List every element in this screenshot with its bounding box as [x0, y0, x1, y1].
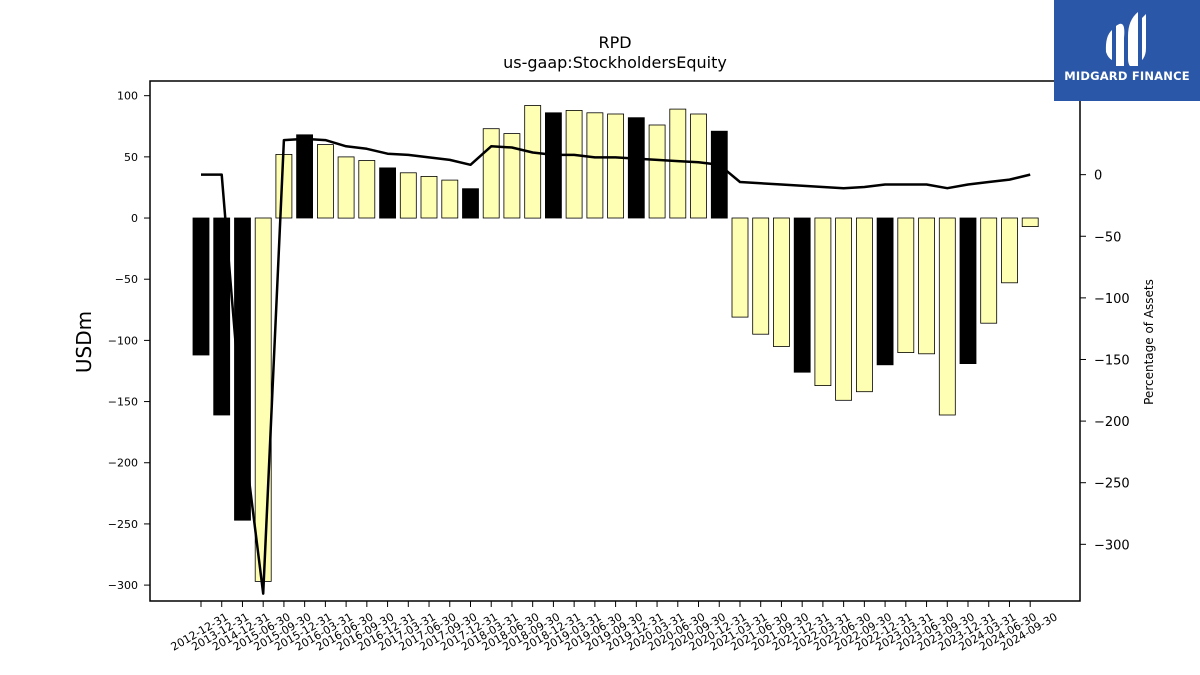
- bar: [1001, 217, 1018, 284]
- y2-tick-label: 0: [1094, 169, 1102, 184]
- bar: [607, 113, 624, 219]
- chart-title: RPD: [598, 33, 631, 52]
- bar: [441, 179, 459, 219]
- bar: [462, 188, 479, 219]
- bar: [731, 217, 749, 318]
- bar: [793, 217, 811, 373]
- bar: [918, 217, 935, 355]
- bar: [710, 130, 728, 219]
- y-tick-label: 50: [124, 151, 138, 164]
- percentage-line: [201, 137, 1031, 595]
- bar: [213, 217, 231, 416]
- y2-tick-label: −250: [1094, 477, 1130, 492]
- y-tick-label: 0: [131, 212, 138, 225]
- y-tick-label: −200: [108, 457, 138, 470]
- bar-series: [192, 105, 1039, 582]
- bar: [296, 134, 314, 219]
- bar: [565, 110, 583, 219]
- bar: [254, 217, 272, 582]
- bar: [627, 117, 645, 219]
- y-tick-label: −150: [108, 396, 138, 409]
- bar: [192, 217, 210, 356]
- y-tick-label: −100: [108, 334, 138, 347]
- bar: [980, 217, 998, 324]
- bar: [773, 217, 790, 347]
- bar: [420, 175, 438, 219]
- bar: [1021, 217, 1039, 228]
- y2-tick-label: −50: [1094, 230, 1121, 245]
- y-tick-label: 100: [117, 90, 138, 103]
- chart-subtitle: us-gaap:StockholdersEquity: [503, 53, 727, 72]
- bar: [482, 128, 500, 219]
- bar: [938, 217, 956, 416]
- midgard-finance-logo: MIDGARD FINANCE: [1054, 0, 1200, 101]
- bar: [316, 144, 334, 219]
- y2-tick-label: −200: [1094, 415, 1130, 430]
- y2-axis-label: Percentage of Assets: [1142, 279, 1156, 405]
- bar: [690, 113, 707, 219]
- y-axis-label: USDm: [72, 311, 96, 373]
- y-tick-label: −300: [108, 579, 138, 592]
- bar: [752, 217, 770, 335]
- bar: [337, 156, 355, 219]
- bar: [876, 217, 894, 366]
- bar: [358, 160, 376, 219]
- bar: [545, 112, 562, 219]
- y2-tick-label: −150: [1094, 353, 1130, 368]
- bar: [856, 217, 873, 393]
- bar: [897, 217, 915, 354]
- logo-text: MIDGARD FINANCE: [1064, 69, 1190, 83]
- y-axis-ticks: 100 50 0 −50 −100 −150 −200 −250 −300: [108, 90, 150, 592]
- plot-frame: [149, 80, 1081, 602]
- bar: [379, 167, 397, 219]
- y2-axis-ticks: 0 −50 −100 −150 −200 −250 −300: [1080, 169, 1130, 553]
- bar: [814, 217, 832, 387]
- bar: [524, 105, 542, 219]
- y2-tick-label: −100: [1094, 292, 1130, 307]
- x-axis-ticks: 2012-12-312013-12-312014-12-312015-06-30…: [169, 601, 1060, 654]
- bar: [234, 217, 251, 521]
- bar: [503, 133, 521, 219]
- midgard-logo-icon: [1105, 12, 1146, 66]
- bar: [648, 124, 666, 219]
- y2-tick-label: −300: [1094, 538, 1130, 553]
- bar: [586, 112, 604, 219]
- bar: [835, 217, 852, 401]
- bar: [959, 217, 977, 365]
- bar: [669, 108, 687, 219]
- y-tick-label: −50: [115, 273, 138, 286]
- y-tick-label: −250: [108, 518, 138, 531]
- bar: [399, 172, 417, 219]
